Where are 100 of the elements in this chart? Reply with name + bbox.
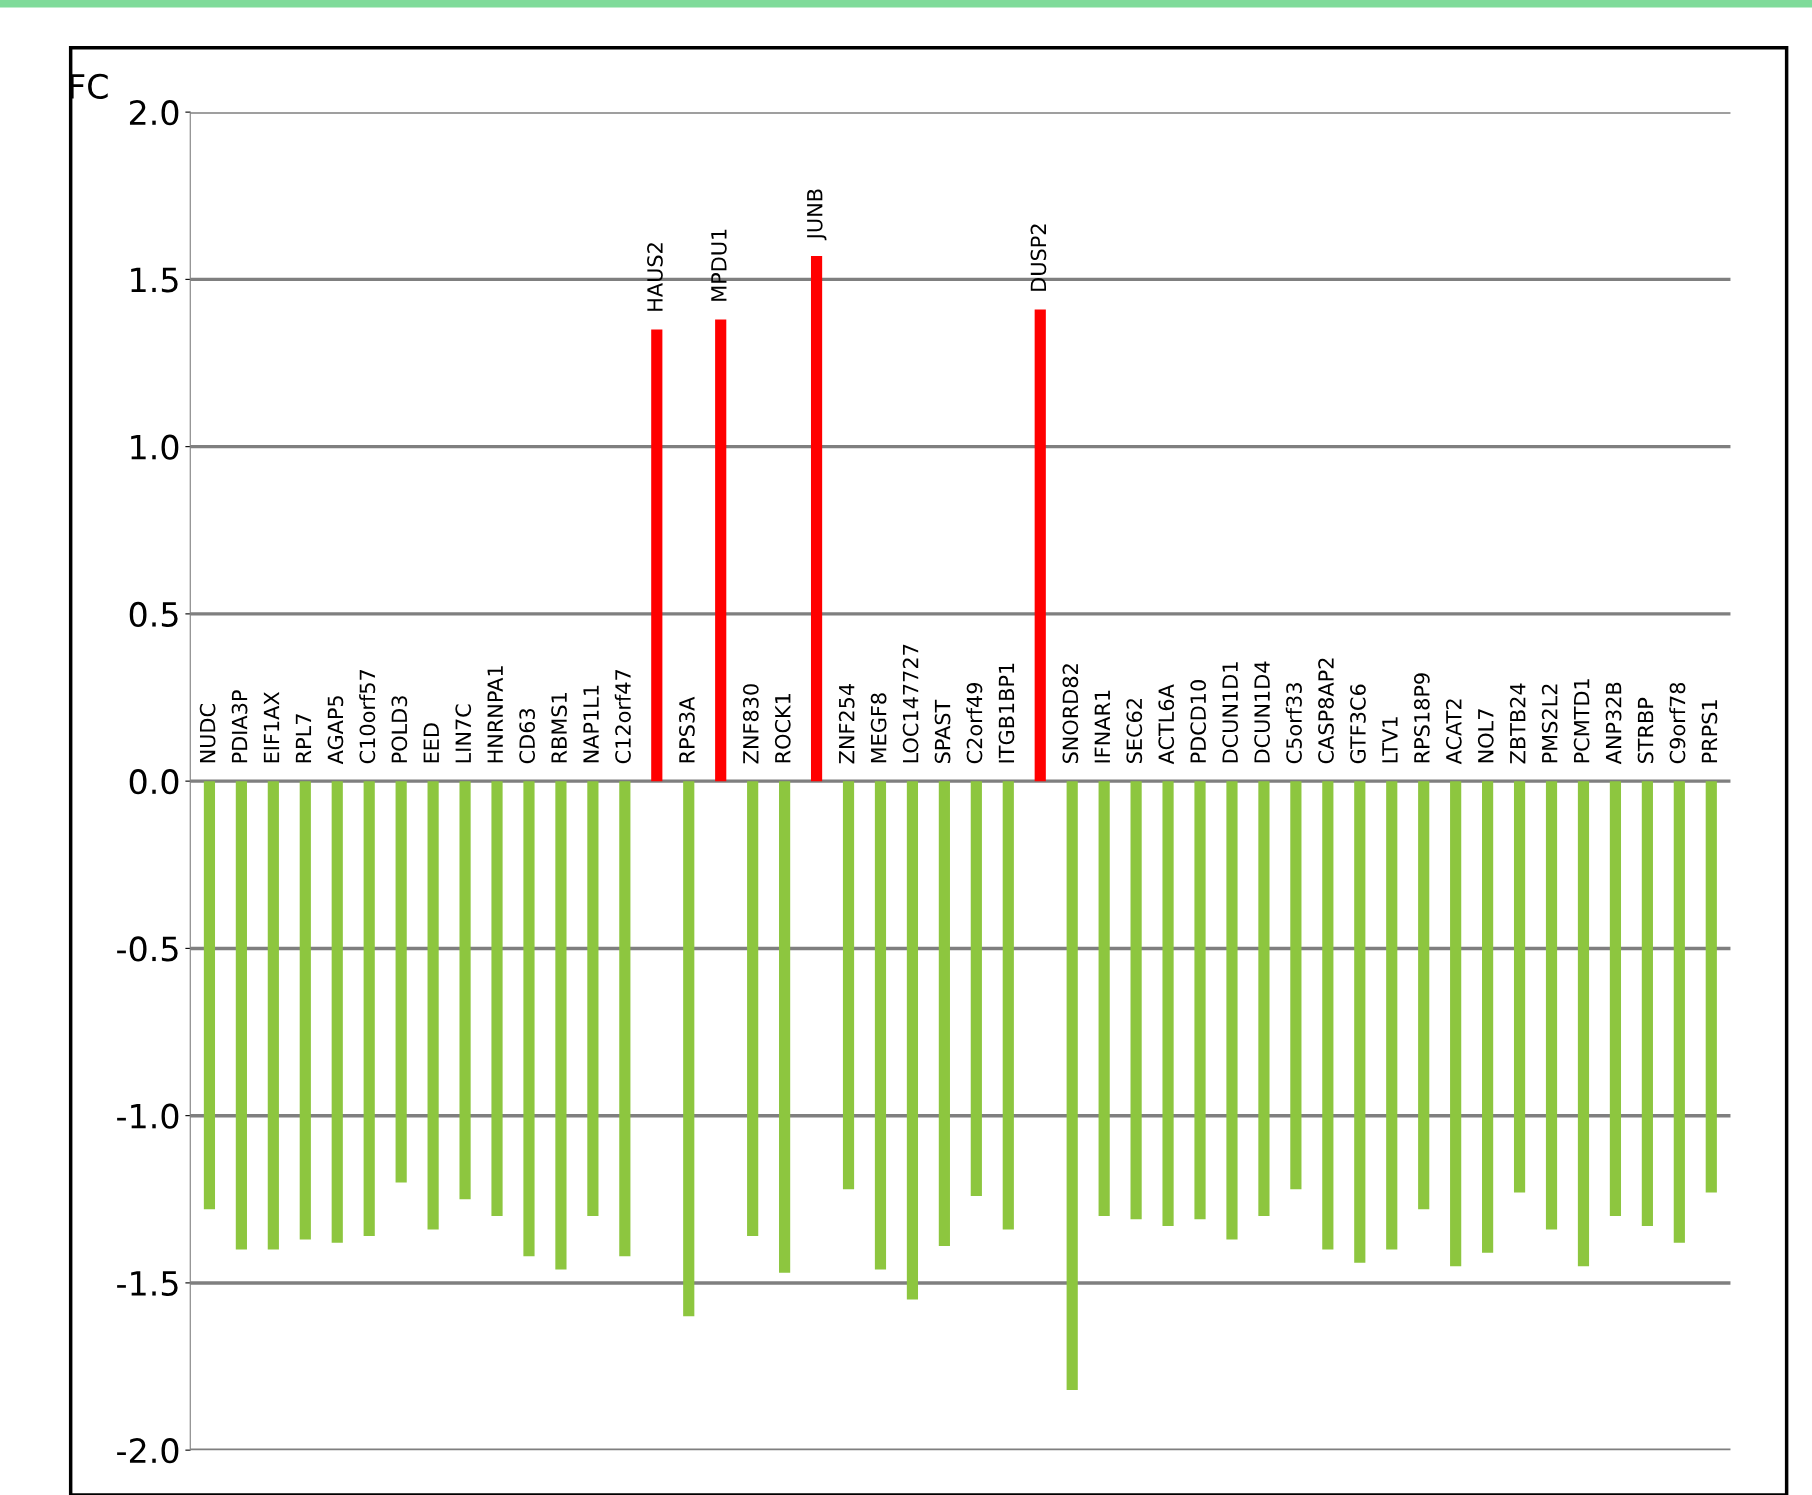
x-tick-label: IFNAR1 bbox=[1094, 690, 1110, 763]
x-tick-label: LTV1 bbox=[1382, 717, 1398, 763]
x-tick-label: POLD3 bbox=[391, 696, 408, 763]
y-tick-label: 0.5 bbox=[129, 601, 178, 628]
bar bbox=[810, 255, 823, 782]
bar bbox=[651, 329, 663, 782]
bar bbox=[267, 781, 279, 1250]
bar bbox=[779, 781, 791, 1273]
bar bbox=[1034, 309, 1046, 782]
x-tick-label: AGAP5 bbox=[327, 696, 344, 765]
bar bbox=[1098, 781, 1110, 1216]
x-tick-label: PMS2L2 bbox=[1541, 684, 1558, 763]
bar bbox=[683, 781, 695, 1317]
x-tick-label: NUDC bbox=[199, 704, 216, 763]
bar bbox=[1545, 781, 1558, 1230]
x-tick-label: EIF1AX bbox=[263, 692, 280, 763]
bar bbox=[747, 781, 759, 1237]
bar bbox=[427, 781, 439, 1230]
bar bbox=[1577, 781, 1590, 1267]
x-tick-label: PCMTD1 bbox=[1573, 679, 1590, 763]
x-tick-label: PDIA3P bbox=[231, 690, 248, 763]
x-tick-label: ZNF830 bbox=[742, 684, 759, 764]
bar bbox=[970, 781, 982, 1196]
y-tick-label: 0.0 bbox=[129, 769, 179, 795]
x-tick-label: C10orf57 bbox=[359, 669, 376, 764]
bar bbox=[1609, 781, 1622, 1216]
bar bbox=[1354, 781, 1366, 1263]
y-tick-label: -1.5 bbox=[117, 1271, 178, 1297]
bar bbox=[1482, 781, 1494, 1253]
bar bbox=[331, 781, 343, 1243]
x-tick-label: ZBTB24 bbox=[1509, 683, 1526, 764]
x-tick-label: RPS3A bbox=[679, 696, 695, 763]
x-tick-label: C2orf49 bbox=[966, 682, 983, 764]
x-tick-label: STRBP bbox=[1637, 697, 1654, 764]
bar bbox=[363, 781, 375, 1237]
bar bbox=[1226, 781, 1238, 1240]
x-tick-label: HAUS2 bbox=[647, 243, 663, 311]
bar bbox=[1386, 781, 1398, 1250]
x-tick-label: CASP8AP2 bbox=[1318, 658, 1334, 764]
bar bbox=[938, 781, 950, 1247]
x-tick-label: SNORD82 bbox=[1062, 664, 1079, 764]
bar bbox=[203, 781, 216, 1210]
bar bbox=[1290, 781, 1302, 1190]
x-tick-label: MPDU1 bbox=[711, 229, 727, 301]
x-tick-label: ANP32B bbox=[1605, 682, 1622, 765]
x-tick-label: NAP1L1 bbox=[583, 685, 599, 763]
bar bbox=[395, 781, 407, 1183]
y-tick-label: -2.0 bbox=[117, 1438, 179, 1464]
bar bbox=[1130, 781, 1142, 1220]
bar bbox=[1162, 781, 1174, 1227]
y-tick-label: 1.5 bbox=[131, 267, 178, 293]
bar bbox=[459, 781, 471, 1200]
bar bbox=[299, 781, 311, 1240]
bar bbox=[491, 781, 503, 1216]
x-tick-label: RPS18P9 bbox=[1413, 673, 1430, 763]
x-tick-label: MEGF8 bbox=[870, 693, 887, 763]
x-tick-label: DCUN1D4 bbox=[1254, 661, 1270, 763]
x-tick-label: PRPS1 bbox=[1701, 700, 1718, 763]
bar bbox=[1258, 781, 1270, 1216]
x-tick-label: ACTL6A bbox=[1158, 684, 1175, 765]
bar bbox=[1673, 781, 1685, 1243]
bar bbox=[1194, 781, 1206, 1220]
bar bbox=[1418, 781, 1430, 1210]
x-tick-label: RBMS1 bbox=[551, 693, 567, 763]
y-tick-label: -1.0 bbox=[117, 1103, 179, 1129]
y-tick-label: -0.5 bbox=[117, 936, 178, 962]
x-tick-label: CD63 bbox=[519, 708, 536, 764]
x-tick-label: RPL7 bbox=[295, 714, 312, 763]
bar bbox=[906, 781, 919, 1300]
x-tick-label: SEC62 bbox=[1126, 699, 1143, 764]
x-tick-label: PDCD10 bbox=[1190, 680, 1207, 763]
bar bbox=[874, 781, 887, 1270]
bar bbox=[235, 781, 247, 1250]
x-tick-label: DUSP2 bbox=[1030, 224, 1047, 291]
y-tick-label: 2.0 bbox=[129, 100, 179, 126]
x-tick-label: NOL7 bbox=[1477, 709, 1494, 763]
bar bbox=[555, 781, 567, 1270]
bar bbox=[1322, 781, 1334, 1250]
bar bbox=[1513, 781, 1526, 1193]
bar bbox=[619, 781, 631, 1257]
x-tick-label: C12orf47 bbox=[614, 669, 631, 764]
x-tick-label: HNRNPA1 bbox=[487, 666, 503, 763]
bar bbox=[587, 781, 599, 1216]
bar bbox=[1450, 781, 1462, 1267]
x-tick-label: GTF3C6 bbox=[1350, 684, 1366, 764]
x-tick-label: JUNB bbox=[807, 189, 827, 241]
x-tick-label: ACAT2 bbox=[1445, 699, 1462, 765]
x-tick-label: C9orf78 bbox=[1669, 682, 1686, 764]
bar bbox=[1705, 781, 1717, 1193]
x-tick-label: ITGB1BP1 bbox=[998, 663, 1015, 763]
x-tick-label: ROCK1 bbox=[774, 694, 791, 763]
x-tick-label: ZNF254 bbox=[838, 683, 855, 764]
x-tick-label: LOC147727 bbox=[902, 644, 919, 763]
bar bbox=[1066, 781, 1078, 1390]
bar bbox=[1002, 781, 1014, 1230]
x-tick-label: SPAST bbox=[934, 699, 951, 764]
bar bbox=[715, 319, 727, 782]
bar bbox=[523, 781, 535, 1257]
x-tick-label: LIN7C bbox=[455, 704, 472, 763]
bar bbox=[1641, 781, 1653, 1227]
